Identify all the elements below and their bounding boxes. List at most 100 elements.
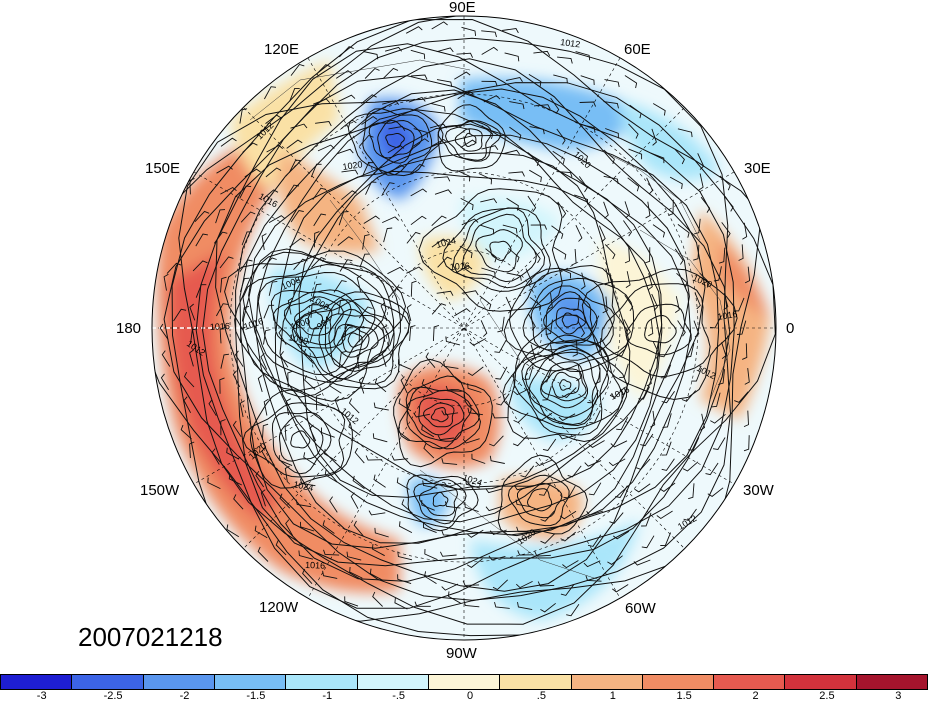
wind-barb	[287, 370, 293, 388]
isobar-line	[539, 361, 588, 409]
wind-barb	[208, 399, 217, 416]
wind-barb	[431, 215, 447, 227]
isobar-line	[413, 478, 467, 525]
wind-barb	[414, 601, 431, 607]
wind-barb	[397, 426, 410, 441]
isobar-line	[272, 291, 352, 349]
wind-barb	[535, 459, 553, 467]
wind-barb	[437, 434, 455, 441]
wind-barb	[374, 377, 387, 393]
wind-barb	[263, 329, 271, 345]
wind-barb	[189, 349, 194, 367]
wind-barb	[612, 584, 629, 593]
wind-barb	[189, 177, 195, 195]
wind-barb	[220, 419, 226, 436]
lon-label-30w: 30W	[743, 482, 774, 499]
wind-barb	[349, 566, 363, 579]
wind-barb	[424, 548, 438, 561]
wind-barb	[580, 123, 596, 133]
wind-barb	[676, 272, 688, 288]
wind-barb	[723, 293, 729, 311]
wind-barb	[304, 375, 316, 390]
coastline	[639, 229, 731, 401]
wind-barb	[681, 390, 697, 402]
wind-barb	[589, 410, 601, 424]
wind-barb	[313, 98, 331, 105]
wind-barb	[744, 368, 750, 385]
wind-barb	[244, 168, 261, 178]
wind-barb	[397, 359, 412, 371]
wind-barb	[536, 412, 553, 422]
wind-barb	[310, 163, 322, 178]
wind-barb	[651, 128, 657, 146]
wind-barb	[461, 290, 479, 296]
wind-barb	[338, 350, 347, 367]
wind-barb	[383, 67, 399, 79]
wind-barb	[295, 499, 312, 508]
wind-barb	[406, 231, 421, 244]
wind-barb	[456, 52, 474, 58]
wind-barb	[533, 50, 551, 57]
wind-barb	[471, 453, 486, 464]
wind-barb	[183, 372, 195, 388]
wind-barb	[461, 218, 479, 226]
isobar-line	[423, 402, 455, 428]
wind-barb	[623, 220, 633, 237]
wind-barb	[576, 147, 589, 162]
wind-barb	[287, 297, 293, 315]
wind-barb	[633, 559, 651, 566]
colorbar-cell	[500, 674, 572, 690]
wind-barb	[528, 74, 542, 87]
wind-barb	[509, 126, 522, 141]
coastline	[249, 59, 471, 121]
wind-barb	[432, 324, 440, 342]
wind-barb	[313, 213, 327, 227]
wind-barb	[485, 248, 497, 263]
wind-barb	[537, 581, 555, 587]
wind-barb	[574, 194, 589, 205]
wind-barb	[481, 145, 499, 151]
wind-barb	[457, 90, 474, 100]
wind-barb	[604, 244, 616, 260]
wind-barb	[694, 292, 701, 310]
wind-barb	[711, 392, 721, 408]
wind-barb	[580, 75, 595, 86]
wind-barb	[431, 138, 448, 147]
isobar-line	[318, 299, 395, 380]
wind-barb	[628, 148, 643, 160]
coastline	[419, 469, 601, 581]
wind-barb	[712, 437, 726, 450]
wind-barb	[524, 365, 534, 380]
isobar-line	[418, 188, 563, 312]
colorbar-cell	[714, 674, 786, 690]
wind-barb	[743, 435, 750, 452]
wind-barb	[540, 602, 556, 613]
wind-barb	[322, 520, 335, 534]
wind-barb	[612, 530, 630, 540]
wind-barb	[531, 247, 541, 264]
wind-barb	[586, 510, 604, 516]
isobar-line	[406, 389, 472, 442]
isobar-line	[452, 207, 546, 289]
wind-barb	[609, 387, 625, 398]
wind-barb	[241, 305, 250, 322]
wind-barb	[241, 231, 253, 246]
wind-barb	[505, 296, 513, 314]
wind-barb	[443, 361, 459, 369]
lon-label-150w: 150W	[140, 482, 180, 499]
wind-barb	[436, 290, 454, 296]
colorbar-tick-label: 1	[609, 690, 616, 702]
wind-barb	[285, 398, 291, 416]
wind-barb	[466, 558, 483, 568]
wind-barb	[424, 571, 437, 584]
wind-barb	[257, 546, 269, 562]
wind-barb	[359, 253, 370, 268]
wind-barb	[661, 441, 672, 456]
wind-barb	[588, 534, 602, 547]
wind-barb	[240, 211, 256, 223]
isobar-line	[437, 120, 502, 162]
wind-barb	[338, 94, 356, 102]
wind-barb	[463, 600, 480, 608]
wind-barb	[479, 224, 495, 235]
wind-barb	[346, 551, 362, 561]
